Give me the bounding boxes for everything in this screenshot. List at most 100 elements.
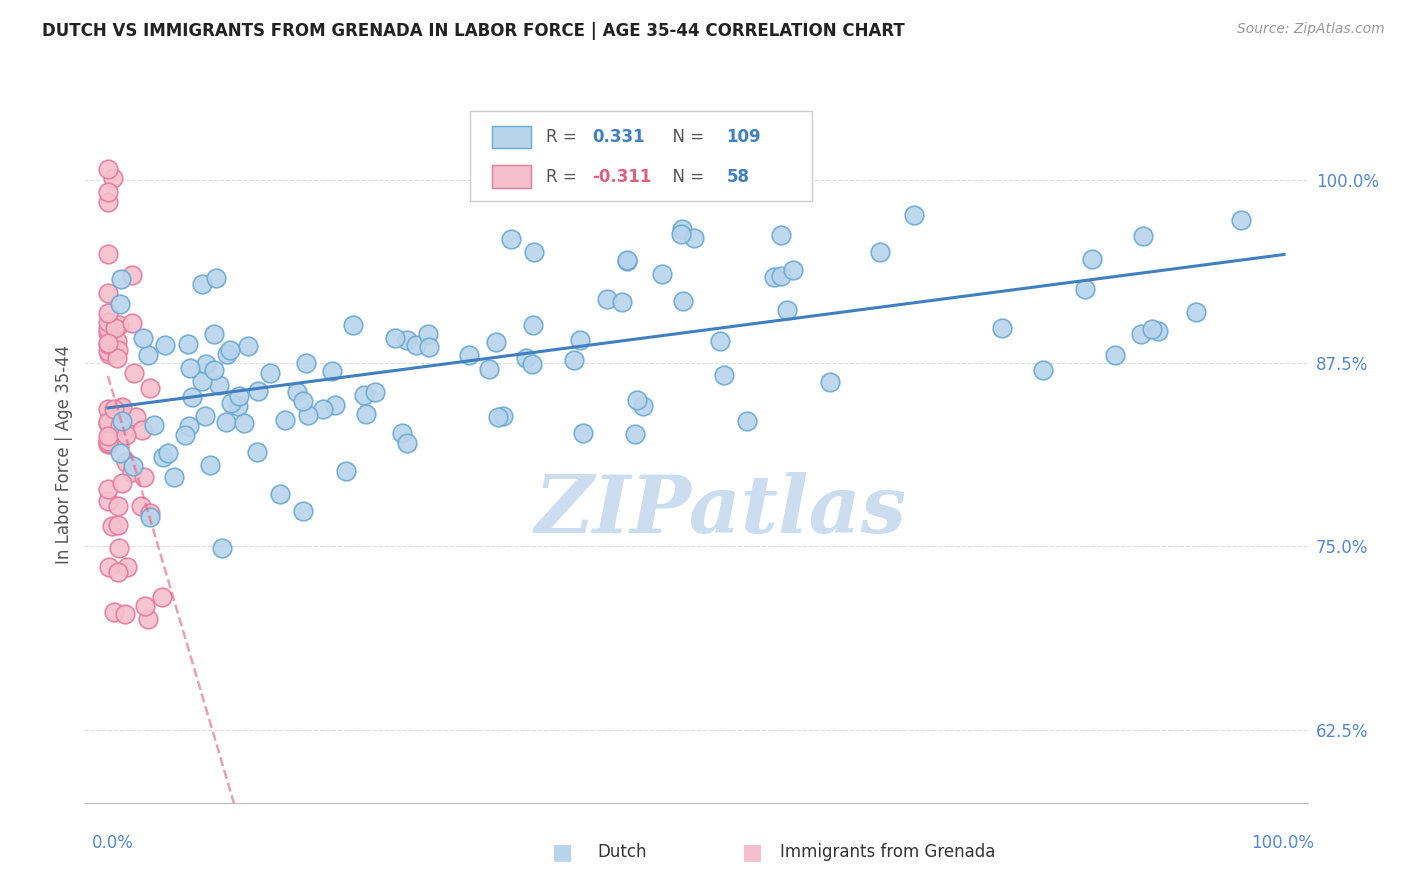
Point — [97, 434, 120, 448]
Point — [103, 605, 125, 619]
Point — [353, 388, 375, 402]
Point — [104, 320, 127, 334]
Point — [115, 428, 138, 442]
Point — [1104, 348, 1126, 362]
Point — [416, 327, 439, 342]
Point — [132, 331, 155, 345]
Point — [228, 389, 250, 403]
Text: ■: ■ — [742, 842, 762, 862]
Point — [101, 170, 124, 185]
Point — [122, 366, 145, 380]
Point — [97, 336, 120, 351]
Point — [274, 412, 297, 426]
Text: 0.0%: 0.0% — [91, 834, 134, 852]
Point — [1147, 324, 1170, 338]
Point — [215, 415, 238, 429]
Point — [418, 340, 440, 354]
Point — [1230, 213, 1253, 227]
Point — [312, 401, 335, 416]
Point — [515, 351, 537, 365]
Point — [295, 356, 318, 370]
Point — [215, 347, 238, 361]
Text: DUTCH VS IMMIGRANTS FROM GRENADA IN LABOR FORCE | AGE 35-44 CORRELATION CHART: DUTCH VS IMMIGRANTS FROM GRENADA IN LABO… — [42, 22, 905, 40]
Point — [626, 393, 648, 408]
Point — [713, 368, 735, 382]
Point — [624, 426, 647, 441]
Point — [1032, 363, 1054, 377]
Point — [342, 318, 364, 333]
Point — [458, 348, 481, 362]
Point — [246, 445, 269, 459]
Text: ■: ■ — [553, 842, 572, 862]
Point — [321, 364, 343, 378]
Point — [776, 303, 799, 318]
Text: N =: N = — [662, 128, 709, 146]
Point — [110, 401, 132, 416]
Y-axis label: In Labor Force | Age 35-44: In Labor Force | Age 35-44 — [55, 345, 73, 565]
Point — [522, 318, 544, 332]
Text: Immigrants from Grenada: Immigrants from Grenada — [780, 843, 995, 861]
Point — [97, 322, 120, 336]
Point — [97, 402, 120, 417]
Point — [97, 306, 120, 320]
Point — [671, 227, 693, 242]
Point — [115, 454, 138, 468]
Point — [121, 465, 143, 479]
Point — [259, 367, 281, 381]
Point — [1140, 322, 1163, 336]
Text: 100.0%: 100.0% — [1251, 834, 1315, 852]
Point — [194, 357, 217, 371]
Point — [572, 425, 595, 440]
Point — [125, 410, 148, 425]
Point — [107, 343, 129, 357]
Point — [97, 194, 120, 209]
Point — [117, 560, 139, 574]
Point — [520, 171, 543, 186]
Point — [616, 253, 638, 268]
Point — [97, 437, 120, 451]
Point — [107, 499, 129, 513]
Point — [121, 316, 143, 330]
Point — [139, 506, 162, 520]
Point — [246, 384, 269, 398]
Point — [562, 353, 585, 368]
Point — [131, 423, 153, 437]
Point — [405, 338, 427, 352]
Point — [121, 268, 143, 282]
Point — [671, 222, 693, 236]
Point — [97, 416, 120, 430]
Point — [208, 378, 231, 392]
Point — [782, 263, 804, 277]
Point — [143, 417, 166, 432]
Point — [108, 446, 131, 460]
Point — [98, 559, 121, 574]
Text: 0.331: 0.331 — [592, 128, 644, 146]
Point — [478, 361, 501, 376]
Point — [1185, 305, 1208, 319]
Point — [191, 374, 214, 388]
Point — [205, 270, 228, 285]
Point — [177, 337, 200, 351]
Point — [107, 565, 129, 579]
Point — [108, 541, 131, 556]
Point — [97, 285, 120, 300]
Point — [612, 294, 634, 309]
Point — [523, 245, 546, 260]
Point — [323, 398, 346, 412]
Point — [97, 482, 120, 496]
Point — [97, 494, 120, 508]
FancyBboxPatch shape — [470, 111, 813, 201]
Point — [134, 599, 156, 613]
Point — [108, 296, 131, 310]
Point — [354, 408, 377, 422]
Point — [631, 400, 654, 414]
Point — [163, 470, 186, 484]
Point — [97, 344, 120, 359]
Point — [122, 459, 145, 474]
Point — [1073, 282, 1095, 296]
Point — [108, 318, 131, 332]
Point — [156, 446, 179, 460]
Point — [211, 541, 233, 555]
Point — [97, 435, 120, 450]
Point — [869, 245, 891, 260]
